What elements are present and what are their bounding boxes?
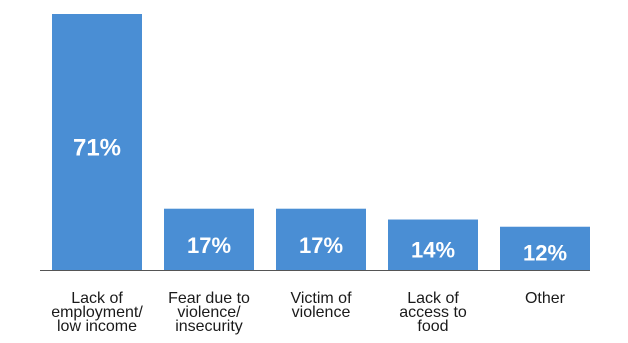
category-label-4: Lack of access to food	[399, 290, 467, 335]
bar-value-label-4: 14%	[411, 238, 455, 263]
bar-value-label-2: 17%	[187, 233, 231, 258]
bar-5	[500, 226, 590, 270]
bar-value-label-1: 71%	[73, 135, 121, 162]
category-label-3: Victim of violence	[290, 290, 352, 321]
bar-3	[276, 208, 366, 270]
bar-1	[52, 14, 142, 270]
category-label-2: Fear due to violence/insecurity	[168, 290, 250, 335]
bar-2	[164, 208, 254, 270]
bar-value-label-5: 12%	[523, 240, 567, 265]
category-label-5: Other	[525, 290, 566, 307]
category-label-1: Lack of employment/low income	[51, 290, 143, 335]
bar-value-label-3: 17%	[299, 233, 343, 258]
bar-4	[388, 219, 478, 270]
